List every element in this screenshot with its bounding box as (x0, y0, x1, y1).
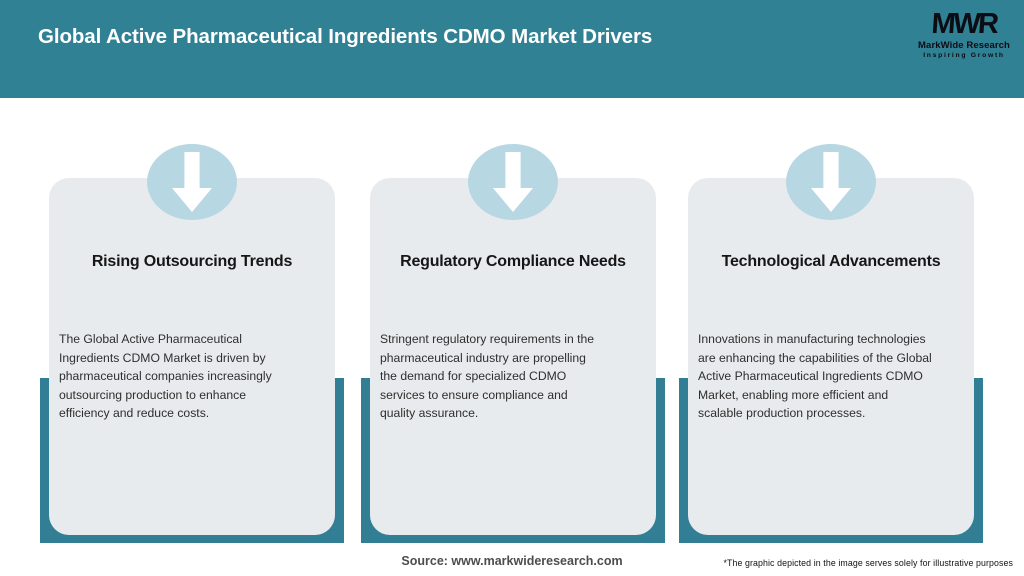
card-title: Technological Advancements (721, 253, 941, 270)
down-arrow-icon (493, 152, 533, 212)
down-arrow-icon (811, 152, 851, 212)
card-title: Rising Outsourcing Trends (91, 253, 293, 270)
card-body: Stringent regulatory requirements in the… (380, 332, 595, 420)
arrow-badge (786, 144, 876, 220)
card-title: Regulatory Compliance Needs (400, 253, 626, 270)
driver-card-rising-outsourcing: Rising Outsourcing Trends The Global Act… (49, 178, 335, 535)
driver-card-regulatory-compliance: Regulatory Compliance Needs Stringent re… (370, 178, 656, 535)
down-arrow-icon (172, 152, 212, 212)
brand-logo-tagline: Inspiring Growth (923, 52, 1005, 59)
header-bar: Global Active Pharmaceutical Ingredients… (0, 0, 1024, 98)
page-title: Global Active Pharmaceutical Ingredients… (38, 25, 653, 48)
brand-logo-mark: MWR (930, 8, 998, 40)
disclaimer-text: *The graphic depicted in the image serve… (723, 558, 1013, 568)
driver-card-technological-advancements: Technological Advancements Innovations i… (688, 178, 974, 535)
source-text: Source: www.markwideresearch.com (401, 554, 623, 568)
arrow-badge (147, 144, 237, 220)
card-body: Innovations in manufacturing technologie… (698, 332, 932, 420)
card-body: The Global Active Pharmaceutical Ingredi… (59, 332, 272, 420)
brand-logo-name: MarkWide Research (918, 40, 1010, 51)
brand-logo: MWR MarkWide Research Inspiring Growth (908, 8, 1020, 59)
arrow-badge (468, 144, 558, 220)
